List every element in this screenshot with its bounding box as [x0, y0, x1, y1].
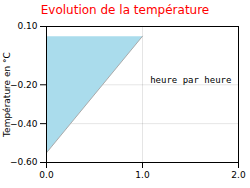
svg-text:0.0: 0.0: [39, 170, 54, 180]
svg-text:Température en °C: Température en °C: [2, 52, 12, 138]
svg-text:1.0: 1.0: [135, 170, 150, 180]
html-text:Evolution de la température: Evolution de la température: [40, 3, 210, 17]
svg-text:heure par heure: heure par heure: [150, 75, 231, 85]
svg-text:−0.60: −0.60: [10, 157, 38, 167]
svg-text:0.10: 0.10: [17, 21, 37, 31]
svg-text:2.0: 2.0: [231, 170, 246, 180]
svg-text:−0.20: −0.20: [10, 80, 38, 90]
svg-text:−0.40: −0.40: [10, 119, 38, 129]
